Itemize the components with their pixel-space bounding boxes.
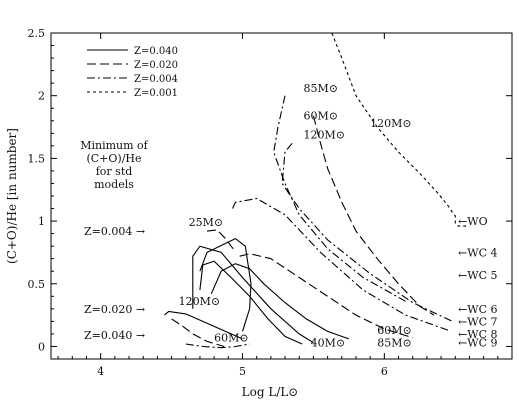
- series-line: [331, 32, 470, 227]
- wr-type-label: ←WC 8: [458, 328, 497, 341]
- series-line: [199, 260, 303, 345]
- mass-label: 120M⊙: [303, 128, 344, 141]
- series-line: [206, 229, 236, 252]
- series-line: [273, 95, 406, 302]
- series-line: [164, 310, 243, 340]
- y-tick-label: 0: [38, 340, 45, 353]
- mass-label: 40M⊙: [311, 336, 345, 349]
- y-tick-label: 1.5: [28, 152, 46, 165]
- note-line: Minimum of: [80, 139, 148, 152]
- mass-label: 120M⊙: [179, 295, 220, 308]
- wr-type-label: ←WC 5: [458, 269, 497, 282]
- x-tick-label: 4: [97, 365, 104, 378]
- series-line: [239, 253, 413, 339]
- wr-type-label: ←WC 6: [458, 303, 497, 316]
- ticks: 4 5 6 0 0.5 1 1.5 2 2.5: [28, 27, 513, 378]
- x-axis-label: Log L/L⊙: [242, 385, 299, 399]
- wr-type-label: ←WC 7: [458, 315, 497, 328]
- series-line: [210, 263, 350, 340]
- minimum-marker: Z=0.004 →: [84, 225, 145, 238]
- y-tick-label: 1: [38, 215, 45, 228]
- x-tick-label: 5: [239, 365, 246, 378]
- series-line: [281, 142, 453, 322]
- x-tick-label: 6: [381, 365, 388, 378]
- legend-label: Z=0.001: [134, 88, 178, 99]
- mass-label: 85M⊙: [377, 336, 411, 349]
- legend-label: Z=0.004: [134, 74, 178, 85]
- y-tick-label: 2.5: [28, 27, 46, 40]
- annotations: 85M⊙60M⊙120M⊙120M⊙25M⊙120M⊙60M⊙ 40M⊙60M⊙8…: [84, 82, 498, 350]
- wr-type-label: ←WO: [458, 215, 488, 228]
- series-line: [312, 115, 435, 316]
- mass-label: 60M⊙: [303, 110, 337, 123]
- wr-type-label: ←WC 4: [458, 246, 497, 259]
- legend-label: Z=0.020: [134, 60, 178, 71]
- note-line: models: [94, 178, 134, 191]
- series-line: [199, 237, 252, 332]
- mass-label: 85M⊙: [303, 82, 337, 95]
- series-line: [232, 197, 449, 331]
- legend: Z=0.040 Z=0.020 Z=0.004 Z=0.001: [87, 46, 178, 99]
- series-line: [185, 343, 250, 349]
- mass-label: 120M⊙: [370, 117, 411, 130]
- series-line: [192, 245, 314, 344]
- minimum-marker: Z=0.040 →: [84, 329, 145, 342]
- note-line: (C+O)/He: [86, 152, 141, 165]
- mass-label: 25M⊙: [189, 216, 223, 229]
- wr-type-label: ←WC 9: [458, 337, 497, 350]
- note-line: for std: [96, 165, 133, 178]
- mass-label: 60M⊙: [214, 331, 248, 344]
- y-tick-label: 0.5: [28, 278, 46, 291]
- mass-label: 60M⊙: [377, 324, 411, 337]
- y-tick-label: 2: [38, 90, 45, 103]
- series-group: [164, 32, 470, 349]
- y-axis-label: (C+O)/He [in number]: [5, 128, 19, 264]
- minimum-marker: Z=0.020 →: [84, 303, 145, 316]
- legend-label: Z=0.040: [134, 46, 178, 57]
- series-line: [171, 318, 225, 348]
